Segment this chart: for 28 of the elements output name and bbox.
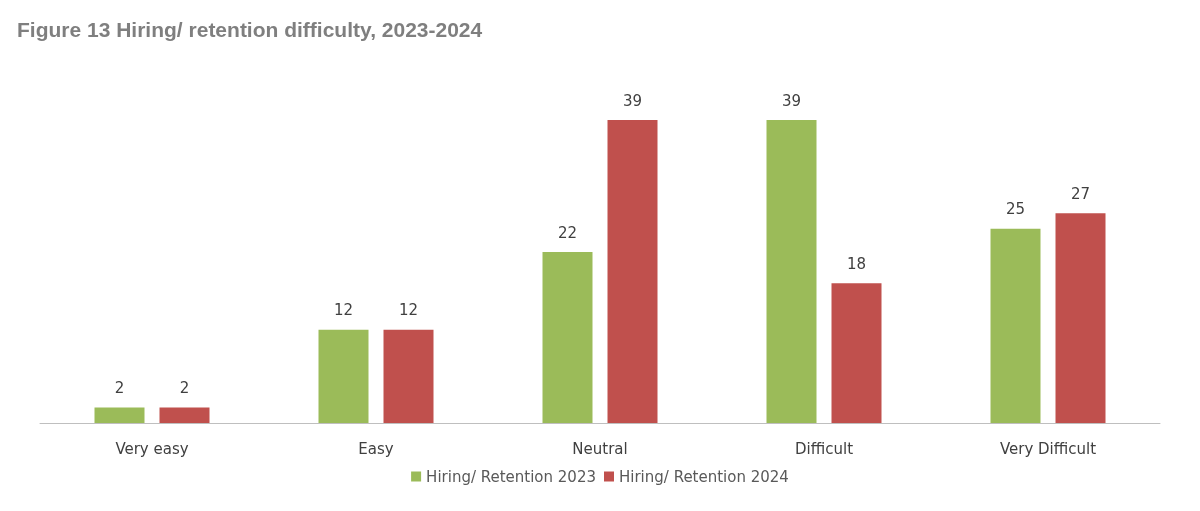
legend-label: Hiring/ Retention 2024 <box>619 467 789 486</box>
data-label: 25 <box>1005 200 1026 219</box>
data-label: 22 <box>557 223 578 242</box>
bar <box>318 329 369 423</box>
x-tick-label: Very easy <box>115 439 189 458</box>
data-label: 12 <box>398 301 419 320</box>
bar <box>94 407 145 423</box>
data-label: 2 <box>179 378 190 397</box>
chart-title: Figure 13 Hiring/ retention difficulty, 2023-2024 <box>17 18 483 41</box>
bar <box>1055 213 1106 423</box>
x-tick-label: Very Difficult <box>999 439 1097 458</box>
bar <box>766 120 817 423</box>
data-label: 39 <box>781 91 802 110</box>
data-label: 27 <box>1070 184 1091 203</box>
bar <box>990 228 1041 423</box>
bar <box>607 120 658 423</box>
data-label: 12 <box>333 301 354 320</box>
bar <box>159 407 210 423</box>
legend-label: Hiring/ Retention 2023 <box>426 467 597 486</box>
bar <box>831 283 882 423</box>
x-tick-label: Easy <box>358 439 394 458</box>
data-label: 18 <box>846 254 867 273</box>
bar <box>383 329 434 423</box>
data-label: 39 <box>622 91 643 110</box>
bar <box>542 252 593 423</box>
x-tick-label: Difficult <box>794 439 854 458</box>
x-tick-label: Neutral <box>572 439 628 458</box>
data-label: 2 <box>114 378 125 397</box>
